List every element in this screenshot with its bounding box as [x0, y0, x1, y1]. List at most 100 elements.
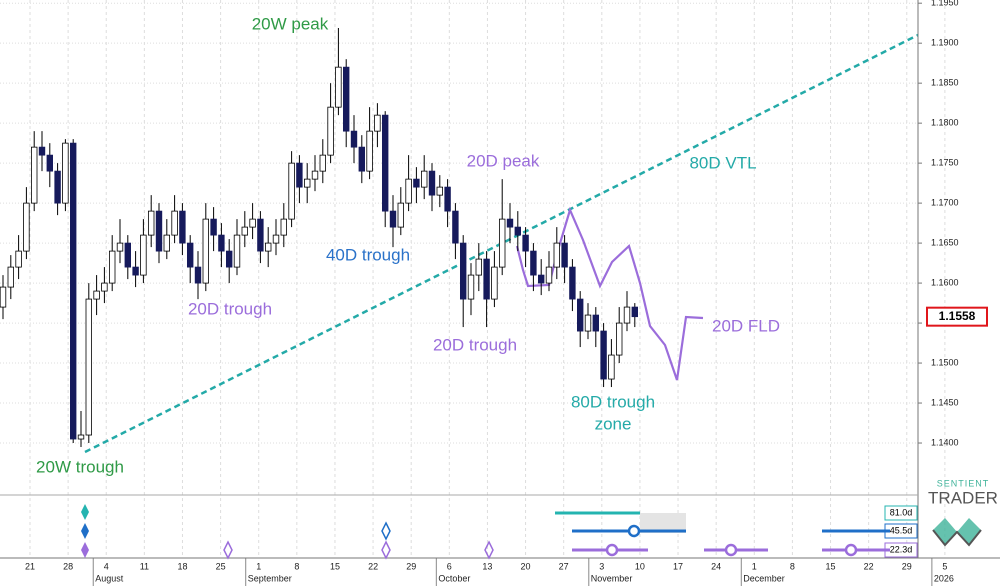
- x-tick-label: 3: [599, 561, 604, 571]
- candle-body: [420, 170, 428, 188]
- candle-body: [225, 250, 233, 268]
- x-tick-label: 15: [330, 561, 340, 571]
- annotation: 20D FLD: [712, 316, 780, 335]
- candle-body: [85, 298, 92, 436]
- y-tick-label: 1.1650: [931, 237, 959, 247]
- candle-body: [483, 258, 490, 300]
- candle-body: [498, 218, 506, 268]
- candle-body: [608, 354, 615, 380]
- candle-body: [459, 242, 467, 300]
- cycle-marker: [605, 543, 619, 557]
- y-tick-label: 1.1900: [931, 38, 959, 48]
- x-tick-label: 1: [752, 561, 757, 571]
- candles: [0, 27, 638, 448]
- candle-body: [124, 242, 131, 268]
- brand-top: SENTIENT: [937, 478, 990, 488]
- candle-body: [335, 66, 342, 108]
- x-tick-label: 22: [368, 561, 378, 571]
- candle-body: [491, 266, 498, 300]
- diamond: [81, 523, 89, 539]
- candle-body: [186, 242, 194, 268]
- candle-body: [514, 226, 521, 236]
- x-tick-label: 8: [790, 561, 795, 571]
- candle-body: [155, 210, 163, 252]
- x-tick-label: 21: [25, 561, 35, 571]
- candle-body: [280, 218, 287, 236]
- annotation: 20D peak: [467, 151, 540, 170]
- candle-body: [233, 234, 241, 268]
- x-tick-label: 17: [673, 561, 683, 571]
- x-month-label: December: [743, 573, 785, 583]
- candle-body: [475, 258, 482, 276]
- candle-body: [381, 114, 389, 212]
- y-tick-label: 1.1750: [931, 158, 959, 168]
- candle-body: [147, 210, 155, 236]
- candle-body: [179, 210, 186, 244]
- x-tick-label: 27: [559, 561, 569, 571]
- candle-body: [23, 202, 30, 252]
- candle-body: [132, 266, 139, 276]
- diamond: [381, 540, 391, 560]
- candle-body: [452, 210, 459, 244]
- last-price-box: [926, 306, 988, 327]
- candle-body: [194, 266, 202, 284]
- diamond: [81, 504, 89, 520]
- candle-body: [296, 162, 303, 188]
- candle-body: [413, 178, 420, 188]
- candle-body: [303, 178, 311, 188]
- y-tick-label: 1.1400: [931, 437, 959, 447]
- candle-body: [210, 218, 217, 236]
- candle-body: [93, 290, 100, 300]
- x-tick-label: 20: [521, 561, 531, 571]
- cycle-label: 81.0d: [890, 507, 913, 517]
- last-price-label: 1.1558: [939, 309, 976, 323]
- y-tick-label: 1.1850: [931, 78, 959, 88]
- candle-body: [623, 306, 631, 324]
- cycle-label: 45.5d: [890, 525, 913, 535]
- x-month-label: 2026: [934, 573, 954, 583]
- candle-body: [311, 170, 319, 180]
- candle-body: [600, 330, 607, 380]
- candle-body: [7, 266, 14, 288]
- candle-body: [374, 114, 381, 132]
- annotation: 80D VTL: [689, 153, 756, 172]
- y-tick-label: 1.1950: [931, 0, 959, 8]
- candle-body: [545, 266, 553, 284]
- cycle-marker: [627, 524, 641, 538]
- candle-body: [397, 202, 404, 228]
- candle-body: [561, 242, 568, 268]
- candle-body: [444, 186, 451, 212]
- y-tick-label: 1.1700: [931, 197, 959, 207]
- x-tick-label: 6: [447, 561, 452, 571]
- x-tick-label: 4: [104, 561, 109, 571]
- x-tick-label: 24: [711, 561, 721, 571]
- labels: 1.14001.14501.15001.15501.16001.16501.17…: [25, 0, 998, 586]
- candle-body: [428, 170, 436, 196]
- candle-body: [46, 154, 53, 172]
- brand-bottom: TRADER: [928, 488, 998, 507]
- y-tick-label: 1.1800: [931, 118, 959, 128]
- x-month-label: October: [438, 573, 470, 583]
- candle-body: [342, 66, 350, 132]
- candle-body: [358, 146, 365, 172]
- x-tick-label: 10: [635, 561, 645, 571]
- annotation: 20D trough: [188, 299, 272, 318]
- candle-body: [101, 282, 108, 292]
- candle-body: [288, 162, 295, 220]
- candle-body: [467, 274, 475, 300]
- candle-body: [538, 274, 545, 284]
- x-month-label: November: [591, 573, 633, 583]
- candle-body: [530, 250, 537, 276]
- x-tick-label: 25: [216, 561, 226, 571]
- candle-body: [202, 218, 209, 284]
- cycle-label: 22.3d: [890, 544, 913, 554]
- cycle-marker: [844, 543, 858, 557]
- x-month-label: August: [95, 573, 124, 583]
- x-tick-label: 5: [942, 561, 947, 571]
- candle-body: [218, 234, 225, 252]
- candle-body: [350, 130, 358, 148]
- diamond: [223, 540, 233, 560]
- candle-body: [592, 314, 599, 332]
- diamond: [381, 521, 391, 541]
- candle-body: [577, 298, 584, 332]
